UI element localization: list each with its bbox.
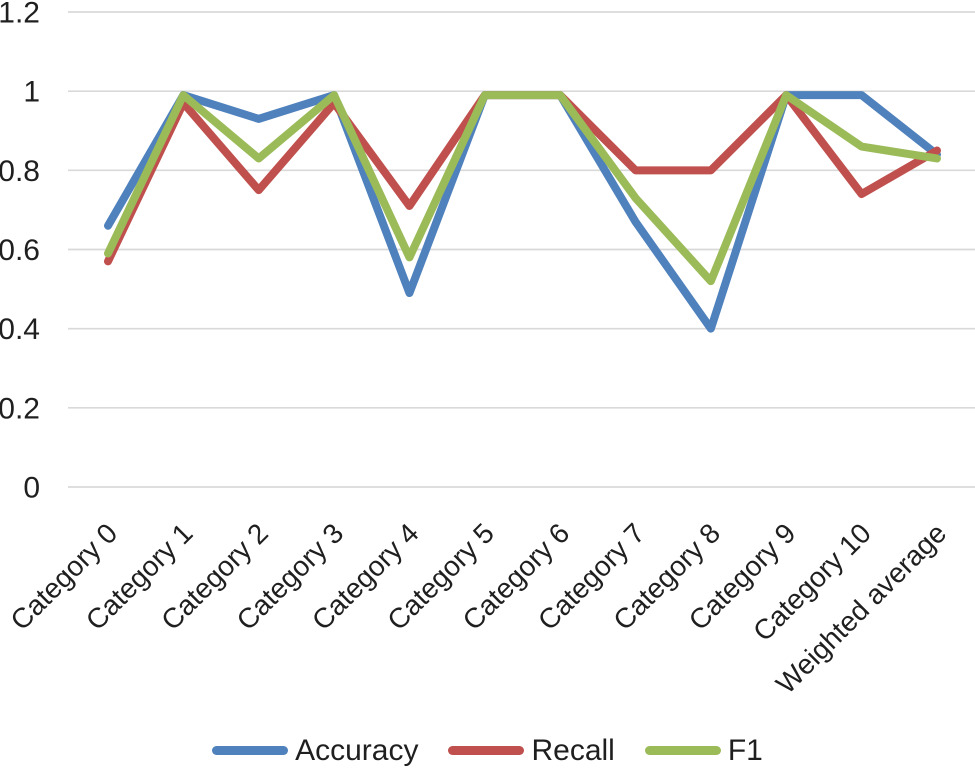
y-tick-label: 1: [23, 76, 40, 109]
legend-label: Recall: [531, 733, 615, 767]
legend-label: Accuracy: [295, 733, 419, 767]
legend-item-recall: Recall: [448, 733, 615, 768]
y-tick-label: 0.2: [0, 392, 40, 425]
y-tick-label: 0: [23, 472, 40, 505]
legend-swatch-icon: [644, 746, 721, 755]
series-lines: [104, 91, 941, 333]
series-line-recall: [104, 91, 941, 266]
gridlines: [68, 11, 975, 488]
legend-swatch-icon: [212, 746, 289, 755]
legend-swatch-icon: [448, 746, 525, 755]
legend-item-accuracy: Accuracy: [212, 734, 418, 768]
legend-label: F1: [727, 733, 763, 767]
y-axis-labels: 0 0.2 0.4 0.6 0.8 1 1.2: [0, 0, 40, 505]
legend: Accuracy Recall F1: [0, 728, 975, 773]
y-tick-label: 1.2: [0, 0, 40, 30]
y-tick-label: 0.6: [0, 234, 40, 267]
series-line-f1: [104, 91, 941, 286]
y-tick-label: 0.8: [0, 155, 40, 188]
legend-item-f1: F1: [644, 733, 763, 768]
y-tick-label: 0.4: [0, 313, 40, 346]
